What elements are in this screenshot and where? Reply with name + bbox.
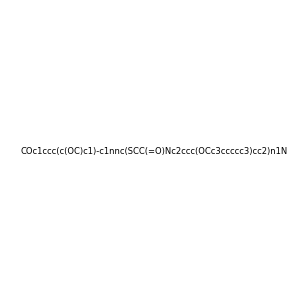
Text: COc1ccc(c(OC)c1)-c1nnc(SCC(=O)Nc2ccc(OCc3ccccc3)cc2)n1N: COc1ccc(c(OC)c1)-c1nnc(SCC(=O)Nc2ccc(OCc…	[20, 147, 287, 156]
